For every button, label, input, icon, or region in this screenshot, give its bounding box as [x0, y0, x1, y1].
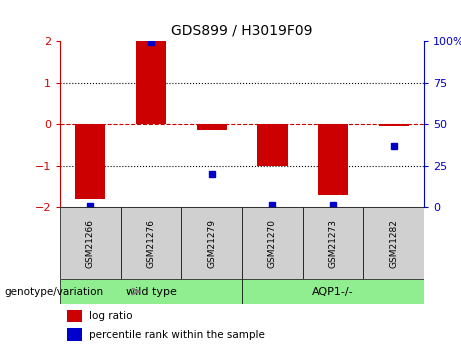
Text: AQP1-/-: AQP1-/-	[312, 287, 354, 296]
Bar	[242, 207, 303, 279]
Bar	[303, 207, 363, 279]
Bar	[378, 124, 409, 126]
Bar	[60, 279, 242, 304]
Bar	[363, 207, 424, 279]
Bar	[318, 124, 348, 195]
Text: GSM21282: GSM21282	[389, 219, 398, 268]
Text: genotype/variation: genotype/variation	[5, 287, 104, 296]
Bar	[75, 124, 106, 199]
Bar	[257, 124, 288, 166]
Bar	[181, 207, 242, 279]
Text: log ratio: log ratio	[89, 311, 133, 321]
Text: wild type: wild type	[125, 287, 177, 296]
Text: GSM21270: GSM21270	[268, 219, 277, 268]
Title: GDS899 / H3019F09: GDS899 / H3019F09	[171, 23, 313, 38]
Bar	[121, 207, 181, 279]
Text: GSM21273: GSM21273	[329, 219, 337, 268]
Bar	[67, 310, 82, 322]
Bar	[242, 279, 424, 304]
Bar	[60, 207, 121, 279]
Text: GSM21266: GSM21266	[86, 219, 95, 268]
Bar	[67, 328, 82, 341]
Text: GSM21276: GSM21276	[147, 219, 155, 268]
Text: percentile rank within the sample: percentile rank within the sample	[89, 330, 265, 339]
Bar	[136, 41, 166, 124]
Text: GSM21279: GSM21279	[207, 219, 216, 268]
Bar	[196, 124, 227, 130]
